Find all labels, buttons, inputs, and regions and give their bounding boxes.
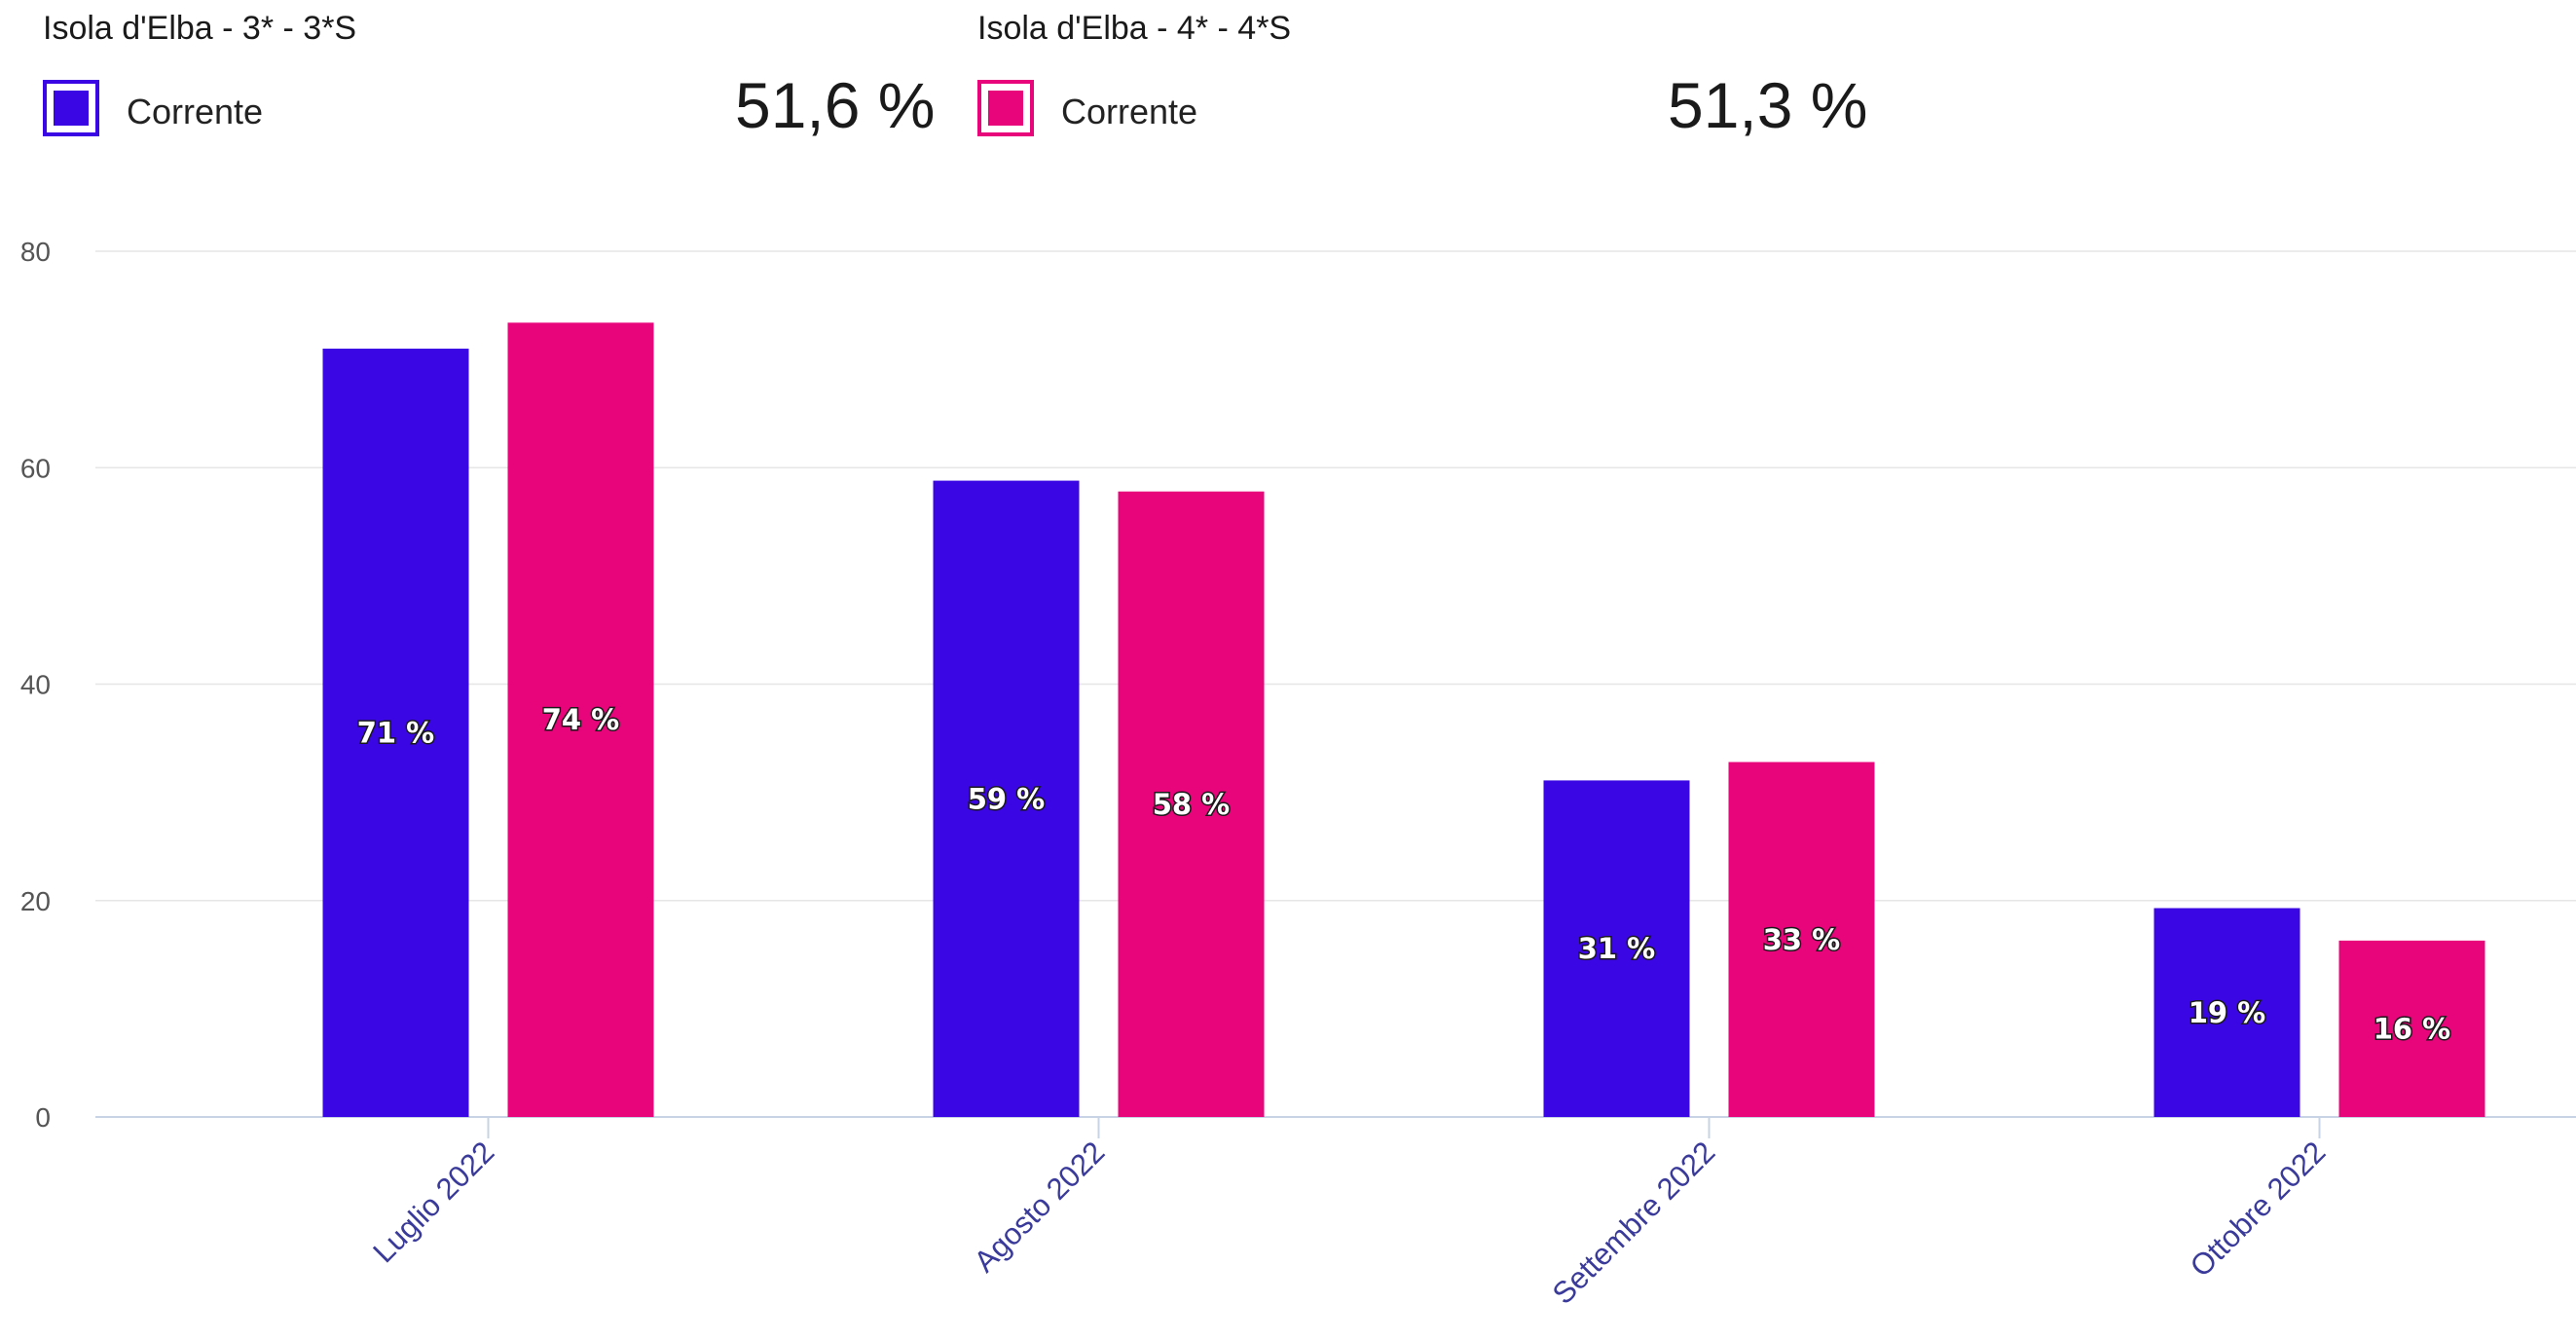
legend-swatch-1[interactable] — [43, 80, 99, 136]
bar-data-label: 31 % — [1578, 932, 1656, 965]
bar[interactable] — [1728, 762, 1875, 1117]
legend-swatch-2[interactable] — [977, 80, 1034, 136]
bar-data-label: 74 % — [542, 703, 620, 736]
x-tick-label: Luglio 2022 — [366, 1135, 500, 1269]
bar-data-label: 58 % — [1153, 788, 1231, 821]
bar-data-label: 71 % — [357, 717, 435, 750]
bar-data-label: 33 % — [1763, 923, 1841, 956]
summary-value-1: 51,6 % — [735, 69, 936, 141]
y-tick-label: 0 — [35, 1102, 51, 1133]
y-tick-label: 60 — [20, 453, 51, 483]
x-tick-label: Ottobre 2022 — [2184, 1135, 2333, 1284]
bar[interactable] — [2153, 908, 2300, 1117]
bar-data-label: 16 % — [2374, 1012, 2451, 1045]
legend-label-1: Corrente — [127, 92, 264, 131]
bar[interactable] — [322, 349, 469, 1117]
legend-title-1: Isola d'Elba - 3* - 3*S — [43, 10, 357, 47]
legend-title-2: Isola d'Elba - 4* - 4*S — [977, 10, 1292, 47]
x-tick-label: Agosto 2022 — [968, 1135, 1112, 1279]
legend-label-2: Corrente — [1061, 92, 1198, 131]
bar[interactable] — [507, 322, 654, 1117]
legend-swatch-fill-1 — [54, 91, 89, 126]
bar-data-label: 19 % — [2189, 996, 2266, 1029]
summary-value-2: 51,3 % — [1668, 69, 1868, 141]
x-tick-label: Settembre 2022 — [1546, 1135, 1722, 1311]
y-tick-label: 40 — [20, 670, 51, 700]
bar[interactable] — [1543, 780, 1690, 1117]
legend-swatch-fill-2 — [988, 91, 1023, 126]
y-tick-label: 20 — [20, 886, 51, 916]
y-tick-label: 80 — [20, 237, 51, 267]
bar-data-label: 59 % — [968, 782, 1046, 815]
bar[interactable] — [1118, 491, 1265, 1117]
bar[interactable] — [2338, 940, 2485, 1117]
bar[interactable] — [933, 480, 1080, 1118]
